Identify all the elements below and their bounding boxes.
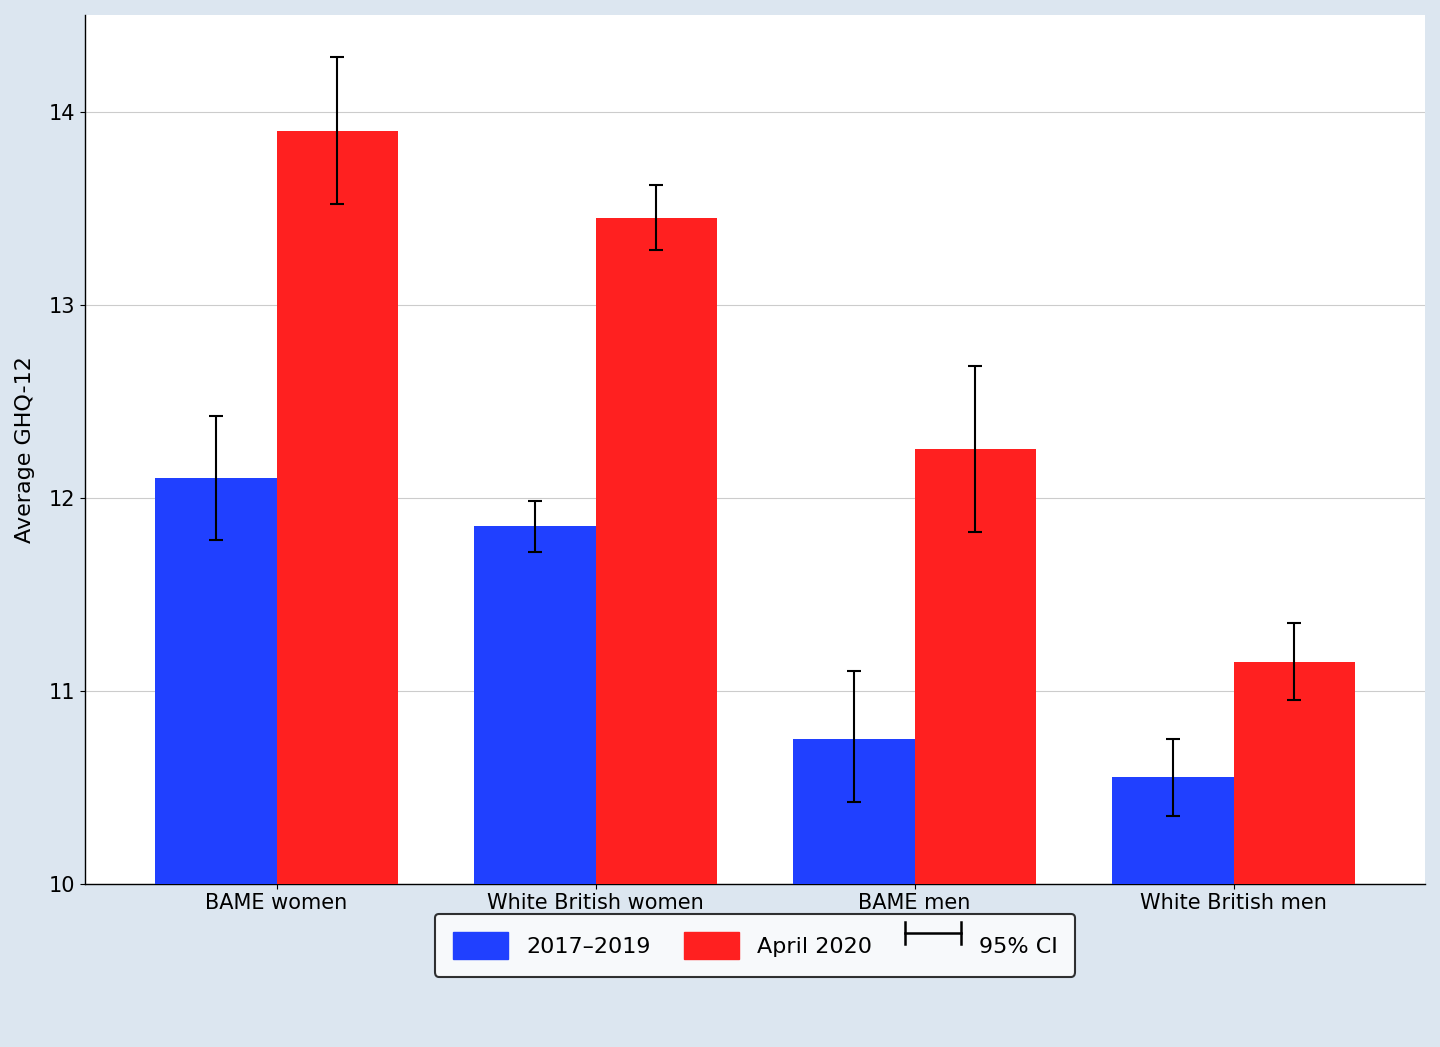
Legend: 2017–2019, April 2020, 95% CI: 2017–2019, April 2020, 95% CI — [435, 914, 1076, 977]
Bar — [914, 449, 1035, 884]
Bar — [1234, 662, 1355, 884]
Bar — [276, 131, 397, 884]
Y-axis label: Average GHQ-12: Average GHQ-12 — [14, 356, 35, 542]
Bar — [793, 739, 914, 884]
Bar — [596, 218, 717, 884]
Bar — [474, 527, 596, 884]
Bar — [156, 478, 276, 884]
Bar — [1112, 777, 1234, 884]
